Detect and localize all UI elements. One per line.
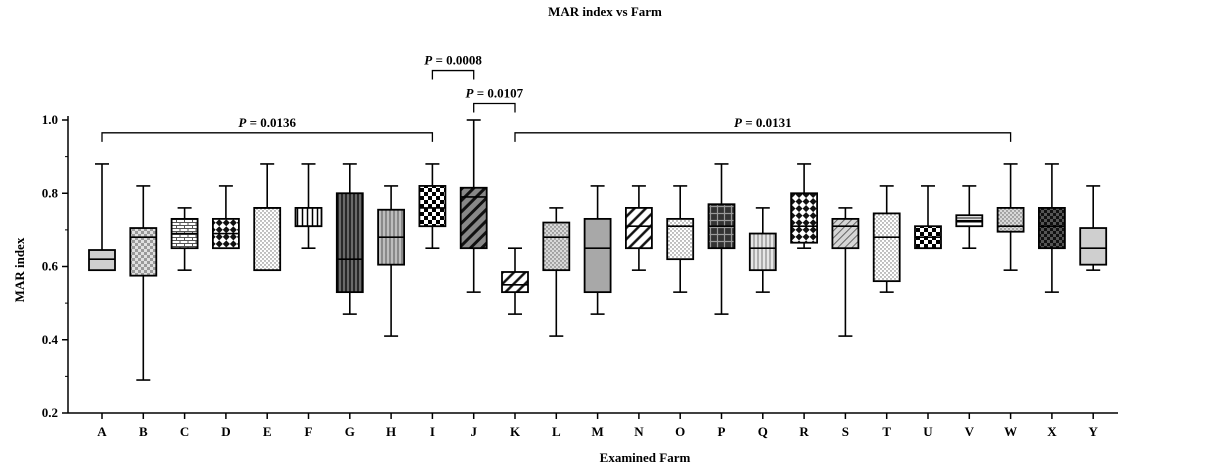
box-farm-g [335, 163, 364, 315]
x-tick-label: R [799, 424, 809, 439]
iqr-box [872, 212, 901, 283]
y-tick-label: 0.2 [42, 405, 58, 420]
box-farm-n [625, 185, 653, 271]
box-farm-v [955, 185, 984, 249]
box-farm-k [501, 247, 529, 315]
box-farm-q [748, 207, 777, 293]
box-farm-a [88, 163, 116, 272]
x-tick-label: C [180, 424, 189, 439]
iqr-box [831, 217, 860, 250]
x-tick-label: M [591, 424, 603, 439]
x-tick-label: Y [1089, 424, 1099, 439]
iqr-box [666, 217, 695, 261]
y-tick-label: 0.8 [42, 185, 59, 200]
iqr-box [542, 221, 571, 272]
box-farm-x [1038, 163, 1066, 293]
x-tick-label: I [430, 424, 435, 439]
x-tick-label: G [345, 424, 355, 439]
iqr-box [253, 206, 282, 272]
box-farm-d [211, 185, 240, 250]
box-farm-e [253, 163, 282, 272]
x-tick-label: O [675, 424, 685, 439]
x-tick-label: A [97, 424, 107, 439]
x-tick-label: Q [758, 424, 768, 439]
significance-bracket: P = 0.0008 [424, 53, 482, 80]
significance-annotations: P = 0.0136 P = 0.0008 P = 0.0107 P = 0.0131 [101, 53, 1012, 142]
box-farm-r [790, 163, 818, 249]
box-farm-l [542, 207, 571, 337]
box-farm-s [831, 207, 860, 337]
box-farm-w [996, 163, 1025, 271]
x-tick-label: H [386, 424, 396, 439]
x-tick-label: F [305, 424, 313, 439]
box-farm-b [129, 185, 158, 381]
iqr-box [294, 206, 323, 228]
bracket-line [431, 69, 475, 80]
box-farm-f [294, 163, 323, 249]
box-farm-i [418, 163, 447, 249]
p-value-label: P = 0.0131 [734, 115, 792, 130]
y-tick-label: 1.0 [42, 112, 58, 127]
y-tick-label: 0.4 [42, 332, 59, 347]
iqr-box [1038, 206, 1066, 250]
iqr-box [129, 227, 158, 277]
x-tick-label: K [510, 424, 521, 439]
iqr-box [418, 185, 447, 228]
x-tick-label: N [634, 424, 644, 439]
chart-title: MAR index vs Farm [548, 4, 662, 19]
bracket-line [514, 132, 1012, 142]
y-axis-label: MAR index [12, 237, 27, 302]
iqr-box [583, 217, 612, 294]
box-farm-j [459, 119, 488, 293]
x-axis-label: Examined Farm [600, 450, 691, 465]
bracket-line [101, 132, 434, 142]
y-tick-label: 0.6 [42, 259, 59, 274]
significance-bracket: P = 0.0136 [101, 115, 434, 142]
box-farm-m [583, 185, 612, 315]
p-value-label: P = 0.0107 [466, 86, 524, 101]
x-tick-label: J [470, 424, 477, 439]
iqr-box [88, 249, 116, 272]
x-tick-label: U [923, 424, 933, 439]
iqr-box [335, 192, 364, 294]
x-axis-ticks: A B C D E F G H I J K L M N O P Q R S T U V W X Y [97, 413, 1099, 439]
x-tick-label: D [221, 424, 230, 439]
box-farm-u [914, 185, 942, 250]
box-farm-t [872, 185, 901, 293]
y-axis-ticks: 0.2 0.4 0.6 0.8 1.0 [42, 112, 68, 420]
box-farm-p [707, 163, 736, 315]
x-tick-label: V [965, 424, 975, 439]
x-tick-label: E [263, 424, 272, 439]
bracket-line [473, 102, 516, 113]
box-series [88, 119, 1108, 381]
iqr-box [748, 232, 777, 272]
iqr-box [996, 206, 1025, 233]
x-tick-label: T [882, 424, 891, 439]
iqr-box [790, 192, 818, 244]
x-tick-label: P [718, 424, 726, 439]
x-tick-label: B [139, 424, 148, 439]
p-value-label: P = 0.0008 [424, 53, 482, 68]
box-farm-y [1079, 185, 1108, 271]
iqr-box [625, 206, 653, 250]
significance-bracket: P = 0.0131 [514, 115, 1012, 142]
iqr-box [1079, 227, 1108, 266]
box-farm-c [170, 207, 199, 271]
x-tick-label: W [1004, 424, 1017, 439]
x-tick-label: S [842, 424, 849, 439]
p-value-label: P = 0.0136 [238, 115, 296, 130]
iqr-box [459, 186, 488, 250]
iqr-box [501, 271, 529, 294]
x-tick-label: L [552, 424, 561, 439]
plot-axes [67, 116, 1118, 414]
significance-bracket: P = 0.0107 [466, 86, 524, 113]
x-tick-label: X [1047, 424, 1057, 439]
box-farm-h [377, 185, 406, 337]
box-farm-o [666, 185, 695, 293]
